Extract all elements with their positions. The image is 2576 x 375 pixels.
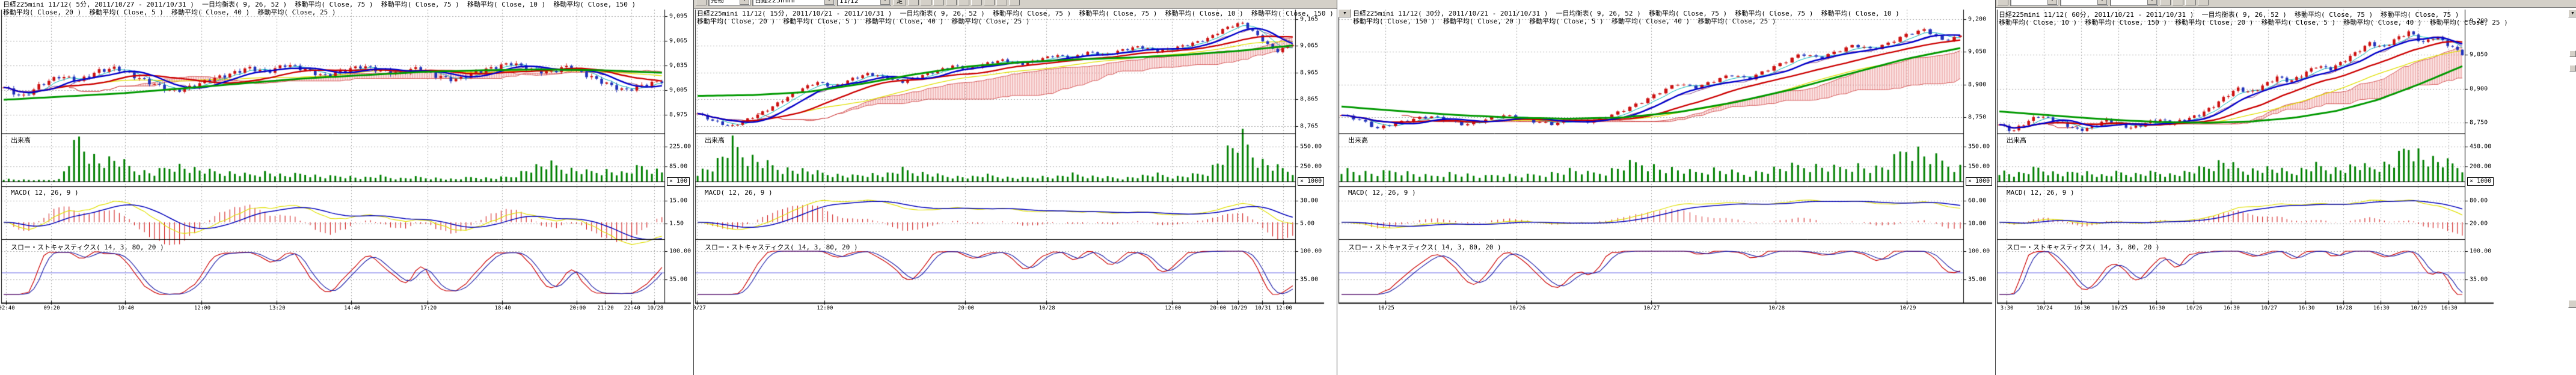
chart-canvas-30min[interactable] (1337, 0, 1995, 375)
chevron-down-icon: ▼ (740, 0, 749, 5)
combobox-value: 11/12 (839, 0, 859, 5)
toolbar-button[interactable] (996, 0, 1007, 5)
toolbar-combobox-日経225mini[interactable]: 日経225mini ▼ (752, 0, 835, 6)
toolbar-button[interactable] (2185, 0, 2196, 5)
toolbar-button-足[interactable]: 足 (893, 0, 906, 5)
chevron-down-icon: ▼ (2147, 0, 2157, 5)
toolbar-combobox-blank2[interactable]: ▼ (2110, 0, 2158, 6)
chart-canvas-60min[interactable] (1996, 0, 2576, 375)
toolbar-button[interactable] (933, 0, 944, 5)
chevron-down-icon: ▼ (880, 0, 890, 5)
toolbar-button[interactable] (958, 0, 969, 5)
chevron-down-icon: ▼ (2097, 0, 2107, 5)
chart-canvas-15min[interactable] (694, 0, 1337, 375)
toolbar-button[interactable] (984, 0, 995, 5)
toolbar-button[interactable] (908, 0, 919, 5)
toolbar-button[interactable] (696, 0, 707, 5)
toolbar-button[interactable] (2198, 0, 2209, 5)
toolbar-clipped: 先物▼日経225mini▼11/12▼足 (694, 0, 1337, 9)
chart-window-30min: ▼ 日経225mini 11/12( 30分, 2011/10/21 - 201… (1337, 0, 1995, 375)
chevron-down-icon: ▼ (824, 0, 834, 5)
rail-button-top[interactable] (2569, 50, 2576, 57)
toolbar-clipped: ▼ ▼ ▼ (1996, 0, 2576, 8)
toolbar-button[interactable] (1998, 0, 2008, 5)
chart-canvas-5min[interactable] (0, 0, 693, 375)
combobox-value: 日経225mini (755, 0, 795, 4)
toolbar-button[interactable] (2173, 0, 2183, 5)
collapse-header-button[interactable]: ▼ (1339, 9, 1351, 17)
toolbar-button[interactable] (2160, 0, 2171, 5)
toolbar-combobox-11/12[interactable]: 11/12 ▼ (837, 0, 891, 6)
toolbar-combobox-先物[interactable]: 先物 ▼ (708, 0, 750, 6)
time-axis-corner-button[interactable] (2568, 300, 2576, 308)
toolbar-button[interactable] (971, 0, 982, 5)
chevron-down-icon: ▼ (2047, 0, 2057, 5)
rail-button-mid[interactable] (2569, 65, 2576, 72)
toolbar-combobox-blank0[interactable]: ▼ (2010, 0, 2058, 6)
toolbar-button[interactable] (946, 0, 957, 5)
chart-window-15min: 先物▼日経225mini▼11/12▼足 日経225mini 11/12( 15… (693, 0, 1337, 375)
toolbar-button[interactable] (1009, 0, 1020, 5)
combobox-value: 先物 (711, 0, 724, 4)
collapse-header-button[interactable]: ▼ (2568, 10, 2576, 17)
toolbar-button[interactable] (921, 0, 931, 5)
chart-window-5min: 日経225mini 11/12( 5分, 2011/10/27 - 2011/1… (0, 0, 693, 375)
chart-window-60min: ▼▼▼ 日経225mini 11/12( 60分, 2011/10/21 - 2… (1995, 0, 2576, 375)
toolbar-combobox-blank1[interactable]: ▼ (2060, 0, 2108, 6)
